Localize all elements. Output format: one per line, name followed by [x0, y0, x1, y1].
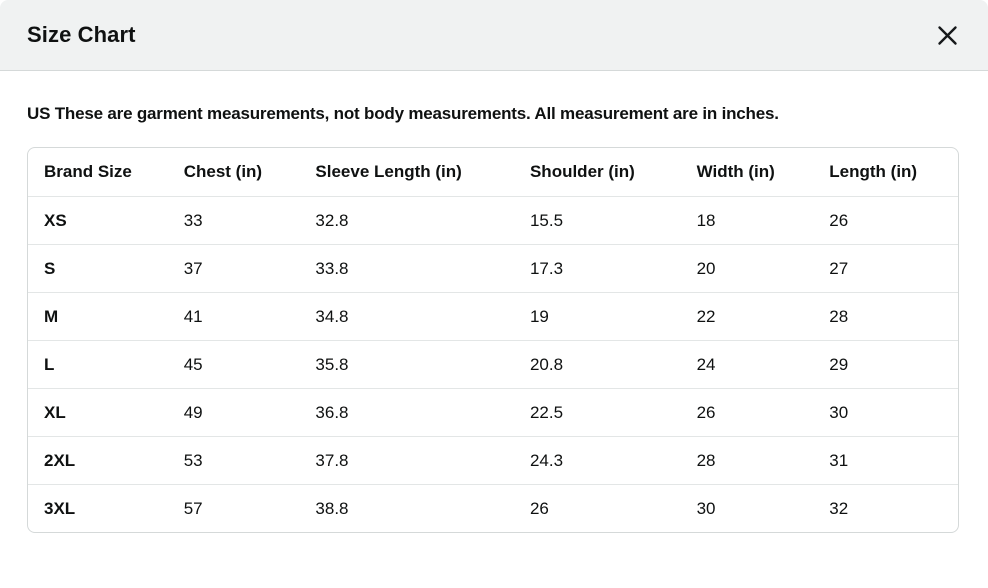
column-header: Brand Size — [44, 162, 132, 181]
measurement-cell: 22 — [680, 292, 814, 340]
measurement-cell: 32 — [813, 484, 958, 532]
brand-size-cell: XL — [28, 388, 168, 436]
measurement-cell: 37.8 — [299, 436, 514, 484]
brand-size-cell: S — [28, 244, 168, 292]
measurement-cell: 35.8 — [299, 340, 514, 388]
measurement-cell: 41 — [167, 292, 300, 340]
table-row: XL 49 36.8 22.5 26 30 — [28, 388, 958, 436]
table-row: 3XL 57 38.8 26 30 32 — [28, 484, 958, 532]
table-row: XS 33 32.8 15.5 18 26 — [28, 196, 958, 244]
measurement-cell: 30 — [813, 388, 958, 436]
measurement-cell: 17.3 — [513, 244, 681, 292]
measurement-cell: 33 — [167, 196, 300, 244]
measurement-cell: 22.5 — [513, 388, 681, 436]
measurement-cell: 38.8 — [299, 484, 514, 532]
measurement-cell: 36.8 — [299, 388, 514, 436]
brand-size-cell: M — [28, 292, 168, 340]
table-row: L 45 35.8 20.8 24 29 — [28, 340, 958, 388]
brand-size-cell: 3XL — [28, 484, 168, 532]
measurement-note: US These are garment measurements, not b… — [27, 104, 779, 123]
measurement-cell: 15.5 — [513, 196, 681, 244]
measurement-cell: 26 — [813, 196, 958, 244]
measurement-cell: 27 — [813, 244, 958, 292]
measurement-cell: 45 — [167, 340, 300, 388]
measurement-cell: 29 — [813, 340, 958, 388]
measurement-cell: 24.3 — [513, 436, 681, 484]
brand-size-cell: L — [28, 340, 168, 388]
measurement-cell: 20 — [680, 244, 814, 292]
table-row: 2XL 53 37.8 24.3 28 31 — [28, 436, 958, 484]
measurement-cell: 19 — [513, 292, 681, 340]
size-table-container: Brand Size Chest (in) Sleeve Length (in) Sh… — [27, 147, 959, 533]
table-row: M 41 34.8 19 22 28 — [28, 292, 958, 340]
brand-size-cell: XS — [28, 196, 168, 244]
measurement-cell: 49 — [167, 388, 300, 436]
column-header: Width (in) — [696, 162, 775, 181]
measurement-cell: 20.8 — [513, 340, 681, 388]
measurement-cell: 26 — [680, 388, 814, 436]
measurement-cell: 57 — [167, 484, 300, 532]
table-header-row: Brand Size Chest (in) Sleeve Length (in) Sh… — [28, 148, 958, 196]
measurement-cell: 18 — [680, 196, 814, 244]
measurement-cell: 33.8 — [299, 244, 514, 292]
measurement-cell: 26 — [513, 484, 681, 532]
column-header: Shoulder (in) — [529, 162, 635, 181]
brand-size-cell: 2XL — [28, 436, 168, 484]
column-header: Length (in) — [829, 162, 918, 181]
column-header: Sleeve Length (in) — [315, 162, 462, 181]
close-icon — [937, 25, 958, 46]
measurement-cell: 24 — [680, 340, 814, 388]
measurement-cell: 31 — [813, 436, 958, 484]
measurement-cell: 28 — [813, 292, 958, 340]
close-button[interactable] — [930, 18, 964, 52]
column-header: Chest (in) — [183, 162, 263, 181]
modal-title: Size Chart — [27, 22, 136, 47]
modal-header: Size Chart — [0, 0, 988, 71]
measurement-cell: 34.8 — [299, 292, 514, 340]
measurement-cell: 30 — [680, 484, 814, 532]
measurement-cell: 28 — [680, 436, 814, 484]
measurement-cell: 37 — [167, 244, 300, 292]
size-table: Brand Size Chest (in) Sleeve Length (in) Sh… — [28, 148, 958, 532]
measurement-cell: 32.8 — [299, 196, 514, 244]
measurement-cell: 53 — [167, 436, 300, 484]
table-row: S 37 33.8 17.3 20 27 — [28, 244, 958, 292]
